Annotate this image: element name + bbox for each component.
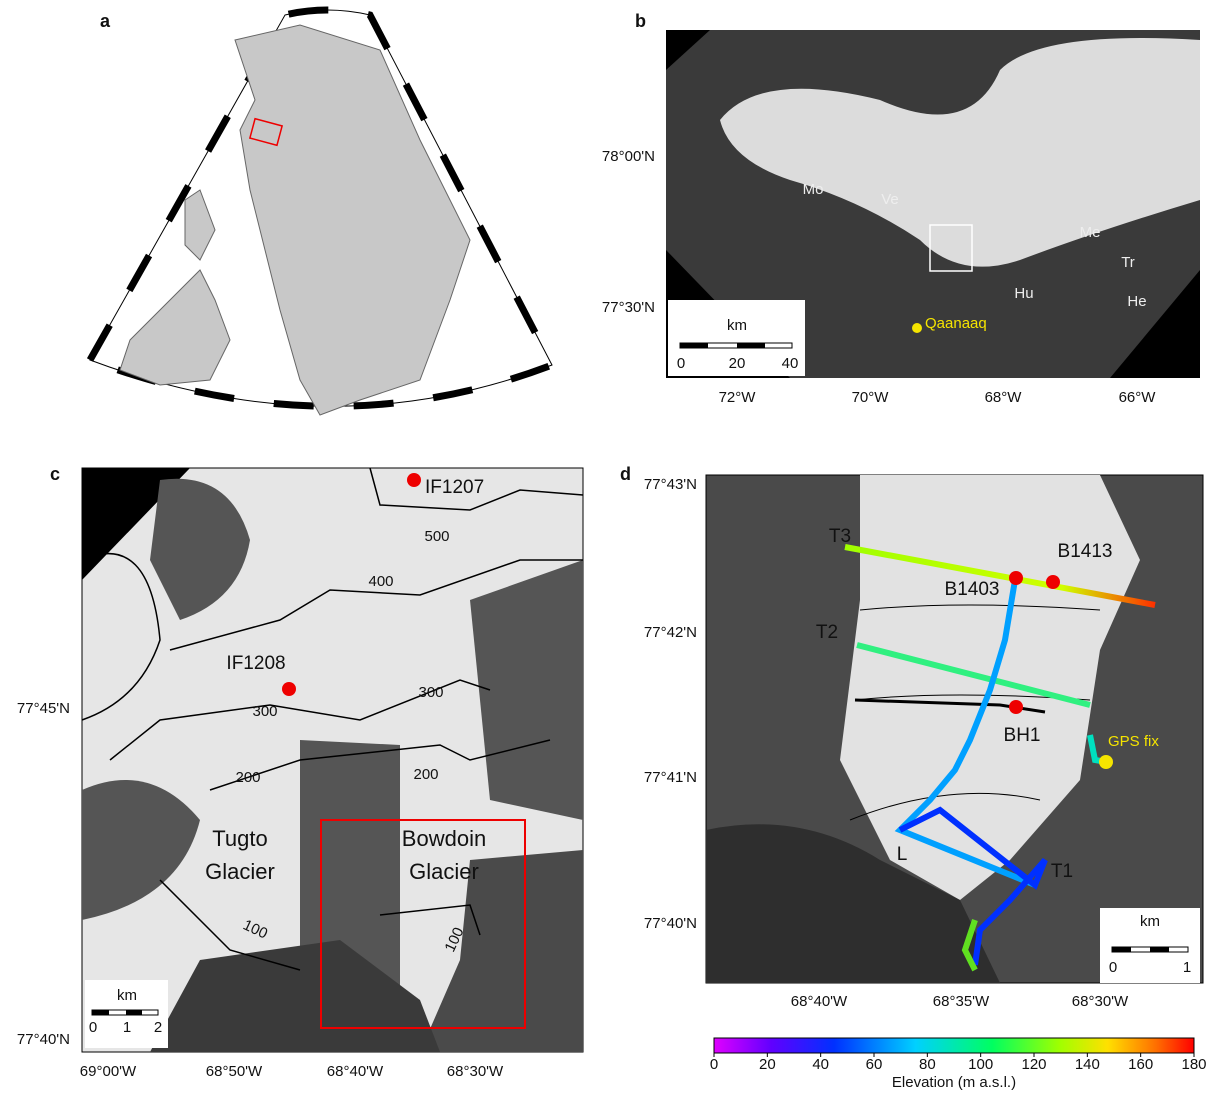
scale-unit: km xyxy=(727,317,747,334)
figure: a b 78°00'N 77°30'N 72°W 70°W 68°W 66°W … xyxy=(0,0,1211,1093)
panel-b: b 78°00'N 77°30'N 72°W 70°W 68°W 66°W Mo… xyxy=(602,11,1200,406)
place-label: Ve xyxy=(881,191,899,208)
lon-label: 72°W xyxy=(719,389,757,406)
site-label: IF1208 xyxy=(226,653,285,674)
colorbar-tick-label: 0 xyxy=(710,1056,718,1073)
place-label: Me xyxy=(1080,224,1101,241)
scale-tick: 40 xyxy=(782,355,799,372)
lat-label: 77°43'N xyxy=(644,476,697,493)
colorbar xyxy=(714,1038,1194,1053)
track-label: T2 xyxy=(816,622,838,643)
contour-label: 200 xyxy=(235,769,260,786)
panel-label: a xyxy=(100,11,111,31)
scale-tick: 1 xyxy=(123,1019,131,1036)
scale-tick: 0 xyxy=(89,1019,97,1036)
place-label: Tr xyxy=(1121,254,1135,271)
colorbar-tick-label: 140 xyxy=(1075,1056,1100,1073)
site-label: IF1207 xyxy=(425,477,484,498)
track-label: T3 xyxy=(829,526,851,547)
lat-label: 77°41'N xyxy=(644,769,697,786)
lon-label: 68°35'W xyxy=(933,993,990,1010)
site-label: BH1 xyxy=(1004,725,1041,746)
place-label: Mo xyxy=(803,181,824,198)
panel-c: c 77°45'N 77°40'N 69°00'W 68°50'W 68°40'… xyxy=(17,464,583,1080)
contour-label: 300 xyxy=(252,703,277,720)
lat-label: 77°42'N xyxy=(644,624,697,641)
colorbar-tick-label: 80 xyxy=(919,1056,936,1073)
track-label: T1 xyxy=(1051,861,1073,882)
lon-label: 68°30'W xyxy=(447,1063,504,1080)
lat-label: 77°40'N xyxy=(17,1031,70,1048)
lon-label: 68°30'W xyxy=(1072,993,1129,1010)
lon-label: 66°W xyxy=(1119,389,1157,406)
lat-label: 77°40'N xyxy=(644,915,697,932)
site-label: B1403 xyxy=(945,579,1000,600)
place-label: He xyxy=(1127,293,1146,310)
scale-tick: 0 xyxy=(1109,959,1117,976)
contour-label: 400 xyxy=(368,573,393,590)
colorbar-tick-label: 160 xyxy=(1128,1056,1153,1073)
glacier-label: Glacier xyxy=(205,859,275,884)
colorbar-label: Elevation (m a.s.l.) xyxy=(892,1074,1016,1091)
panel-label: b xyxy=(635,11,646,31)
scale-unit: km xyxy=(1140,913,1160,930)
lon-label: 69°00'W xyxy=(80,1063,137,1080)
colorbar-tick-label: 40 xyxy=(812,1056,829,1073)
panel-label: c xyxy=(50,464,60,484)
contour-label: 500 xyxy=(424,528,449,545)
scale-tick: 0 xyxy=(677,355,685,372)
lon-label: 70°W xyxy=(852,389,890,406)
glacier-label: Tugto xyxy=(212,826,267,851)
colorbar-tick-label: 180 xyxy=(1181,1056,1206,1073)
gps-label: GPS fix xyxy=(1108,733,1159,750)
track-label: L xyxy=(897,844,908,865)
contour-label: 300 xyxy=(418,684,443,701)
colorbar-tick-label: 100 xyxy=(968,1056,993,1073)
lon-label: 68°W xyxy=(985,389,1023,406)
colorbar-tick-label: 120 xyxy=(1021,1056,1046,1073)
lon-label: 68°50'W xyxy=(206,1063,263,1080)
panel-a: a xyxy=(90,10,552,415)
site-label: B1413 xyxy=(1058,541,1113,562)
contour-label: 200 xyxy=(413,766,438,783)
lon-label: 68°40'W xyxy=(327,1063,384,1080)
lat-label: 77°30'N xyxy=(602,299,655,316)
glacier-label: Bowdoin xyxy=(402,826,486,851)
place-label: Hu xyxy=(1014,285,1033,302)
panel-d: d 77°43'N 77°42'N 77°41'N 77°40'N 68°40'… xyxy=(620,464,1203,1091)
town-label: Qaanaaq xyxy=(925,315,987,332)
colorbar-tick-label: 20 xyxy=(759,1056,776,1073)
scale-tick: 20 xyxy=(729,355,746,372)
lat-label: 77°45'N xyxy=(17,700,70,717)
colorbar-tick-label: 60 xyxy=(866,1056,883,1073)
scale-tick: 2 xyxy=(154,1019,162,1036)
scale-tick: 1 xyxy=(1183,959,1191,976)
scale-unit: km xyxy=(117,987,137,1004)
glacier-label: Glacier xyxy=(409,859,479,884)
lon-label: 68°40'W xyxy=(791,993,848,1010)
panel-label: d xyxy=(620,464,631,484)
lat-label: 78°00'N xyxy=(602,148,655,165)
